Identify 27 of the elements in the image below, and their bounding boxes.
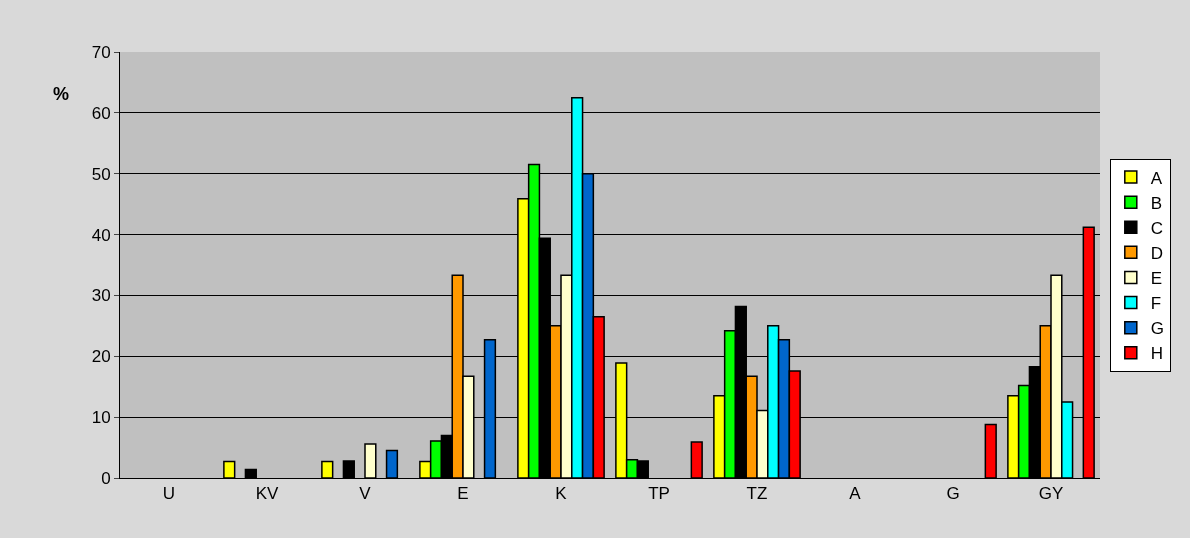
- x-tick-label: KV: [255, 484, 279, 504]
- y-tick-label: 70: [91, 42, 111, 62]
- y-tick-label: 10: [91, 408, 111, 428]
- legend-label: F: [1150, 294, 1162, 314]
- x-tick-label: TZ: [746, 484, 768, 504]
- y-tick-label: 40: [91, 225, 111, 245]
- x-tick-label: E: [457, 484, 469, 504]
- x-tick-label: K: [555, 484, 568, 504]
- legend-label: G: [1150, 319, 1165, 339]
- y-tick-label: 30: [91, 286, 111, 306]
- legend-label: D: [1150, 243, 1164, 263]
- legend-label: H: [1150, 344, 1164, 364]
- legend-label: A: [1150, 168, 1163, 188]
- x-tick-label: U: [162, 484, 176, 504]
- x-tick-label: G: [946, 484, 960, 504]
- x-tick-label: GY: [1038, 484, 1064, 504]
- y-tick-label: 0: [101, 468, 111, 488]
- y-tick-label: 50: [91, 164, 111, 184]
- x-tick-label: TP: [648, 484, 670, 504]
- legend-label: B: [1150, 193, 1163, 213]
- y-tick-label: 20: [91, 347, 111, 367]
- x-tick-label: V: [359, 484, 372, 504]
- y-axis-title: %: [53, 84, 70, 104]
- y-tick-label: 60: [91, 103, 111, 123]
- legend-label: C: [1150, 218, 1164, 238]
- x-tick-label: A: [849, 484, 862, 504]
- legend-label: E: [1150, 269, 1163, 289]
